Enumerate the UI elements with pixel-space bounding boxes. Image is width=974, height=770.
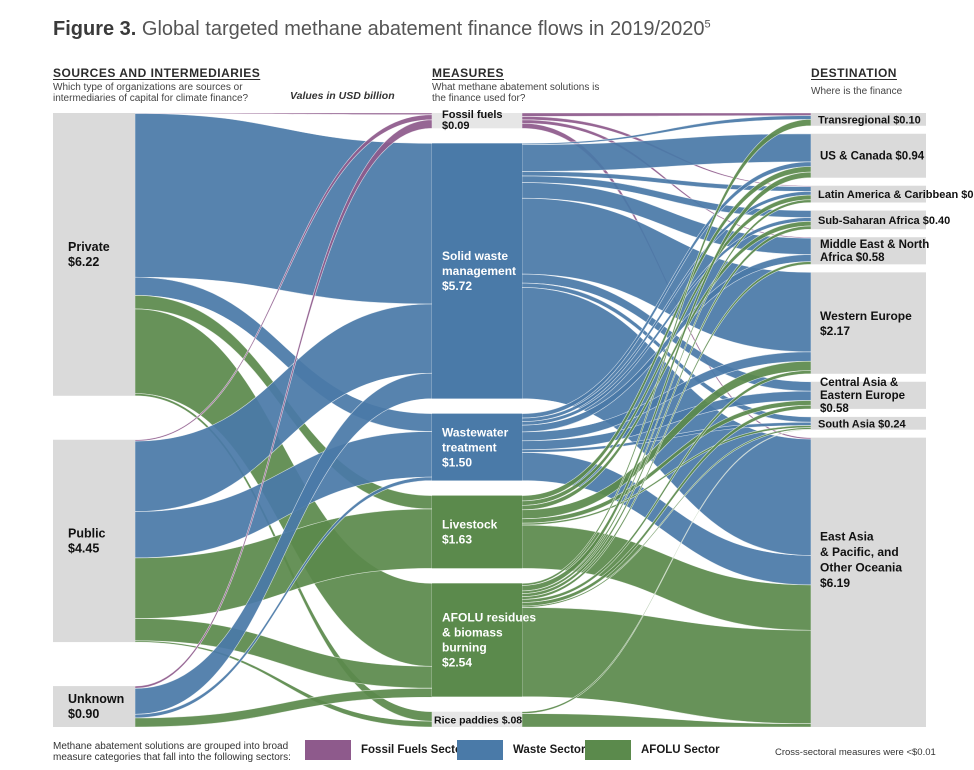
figure-number: Figure 3. <box>53 18 137 40</box>
node-livestock <box>432 495 522 569</box>
node-caee <box>811 381 926 409</box>
footnote: Cross-sectoral measures were <$0.01 <box>775 747 936 758</box>
flow-afolu-transregional <box>521 119 812 586</box>
figure-title: Figure 3. Global targeted methane abatem… <box>53 18 711 41</box>
flow-afolu-ssa <box>521 225 812 598</box>
label-latam: Latin America & Caribbean $0.36 <box>818 189 974 201</box>
legend-label-afolu: AFOLU Sector <box>641 744 720 756</box>
destination-header: DESTINATION <box>811 66 897 80</box>
units-note: Values in USD billion <box>290 90 395 102</box>
node-weurope <box>811 272 926 374</box>
legend-swatch-afolu <box>585 740 631 760</box>
node-latam <box>811 185 926 203</box>
legend-item-afolu: AFOLU Sector <box>585 740 720 760</box>
legend-item-waste: Waste Sector <box>457 740 585 760</box>
label-weurope: Western Europe $2.17 <box>820 309 912 338</box>
sources-subtitle: Which type of organizations are sources … <box>53 82 249 104</box>
label-eastasia: East Asia & Pacific, and Other Oceania $6.1… <box>820 529 902 590</box>
flow-rice-sasia <box>521 428 812 714</box>
label-unknown: Unknown $0.90 <box>68 692 124 721</box>
legend-note: Methane abatement solutions are grouped … <box>53 741 291 763</box>
figure-title-text: Global targeted methane abatement financ… <box>141 18 705 40</box>
label-private: Private $6.22 <box>68 240 110 269</box>
flow-afolu-latam <box>521 199 812 594</box>
label-usca: US & Canada $0.94 <box>820 150 925 162</box>
measures-subtitle: What methane abatement solutions is the … <box>432 82 600 104</box>
node-fossil <box>432 113 522 129</box>
label-mena: Middle East & North Africa $0.58 <box>820 239 929 264</box>
flow-fossil-transregional <box>521 112 812 117</box>
label-livestock: Livestock $1.63 <box>442 518 498 547</box>
measures-header: MEASURES <box>432 66 505 80</box>
legend-item-fossil: Fossil Fuels Sector <box>305 740 466 760</box>
label-sasia: South Asia $0.24 <box>818 418 907 430</box>
node-ssa <box>811 210 926 230</box>
links-layer <box>134 112 812 728</box>
destination-subtitle: Where is the finance <box>811 86 903 97</box>
legend-label-fossil: Fossil Fuels Sector <box>361 744 467 756</box>
label-solid: Solid waste management $5.72 <box>442 249 516 293</box>
labels-layer: Private $6.22 Public $4.45 Unknown $0.90 Fossi… <box>68 109 974 726</box>
node-usca <box>811 133 926 178</box>
legend-swatch-fossil <box>305 740 351 760</box>
node-transregional <box>811 113 926 126</box>
node-sasia <box>811 416 926 430</box>
label-afolu: AFOLU residues & biomass burning $2.54 <box>442 611 536 670</box>
nodes-layer <box>53 113 926 727</box>
legend-swatch-waste <box>457 740 503 760</box>
node-mena <box>811 237 926 265</box>
label-caee: Central Asia & Eastern Europe $0.58 <box>820 377 905 415</box>
label-transregional: Transregional $0.10 <box>818 114 921 126</box>
node-wastewater <box>432 413 522 481</box>
node-afolu <box>432 583 522 697</box>
node-eastasia <box>811 437 926 727</box>
label-rice: Rice paddies $.08 <box>434 714 522 726</box>
figure-footnote-ref: 5 <box>704 18 711 31</box>
label-public: Public $4.45 <box>68 527 106 556</box>
node-solid <box>432 143 522 399</box>
flow-unknown-solid <box>134 372 433 715</box>
sources-header: SOURCES AND INTERMEDIARIES <box>53 66 261 80</box>
legend-label-waste: Waste Sector <box>513 744 586 756</box>
node-rice <box>432 711 522 727</box>
label-fossil: Fossil fuels $0.09 <box>442 109 503 132</box>
node-public <box>53 439 135 643</box>
label-wastewater: Wastewater treatment $1.50 <box>442 425 509 469</box>
flow-public-livestock <box>134 508 433 619</box>
label-ssa: Sub-Saharan Africa $0.40 <box>818 215 950 227</box>
flow-unknown-fossil <box>134 119 433 689</box>
node-unknown <box>53 686 135 727</box>
flow-afolu-mena <box>521 261 812 600</box>
node-private <box>53 113 135 396</box>
flow-unknown-afolu <box>134 687 433 728</box>
